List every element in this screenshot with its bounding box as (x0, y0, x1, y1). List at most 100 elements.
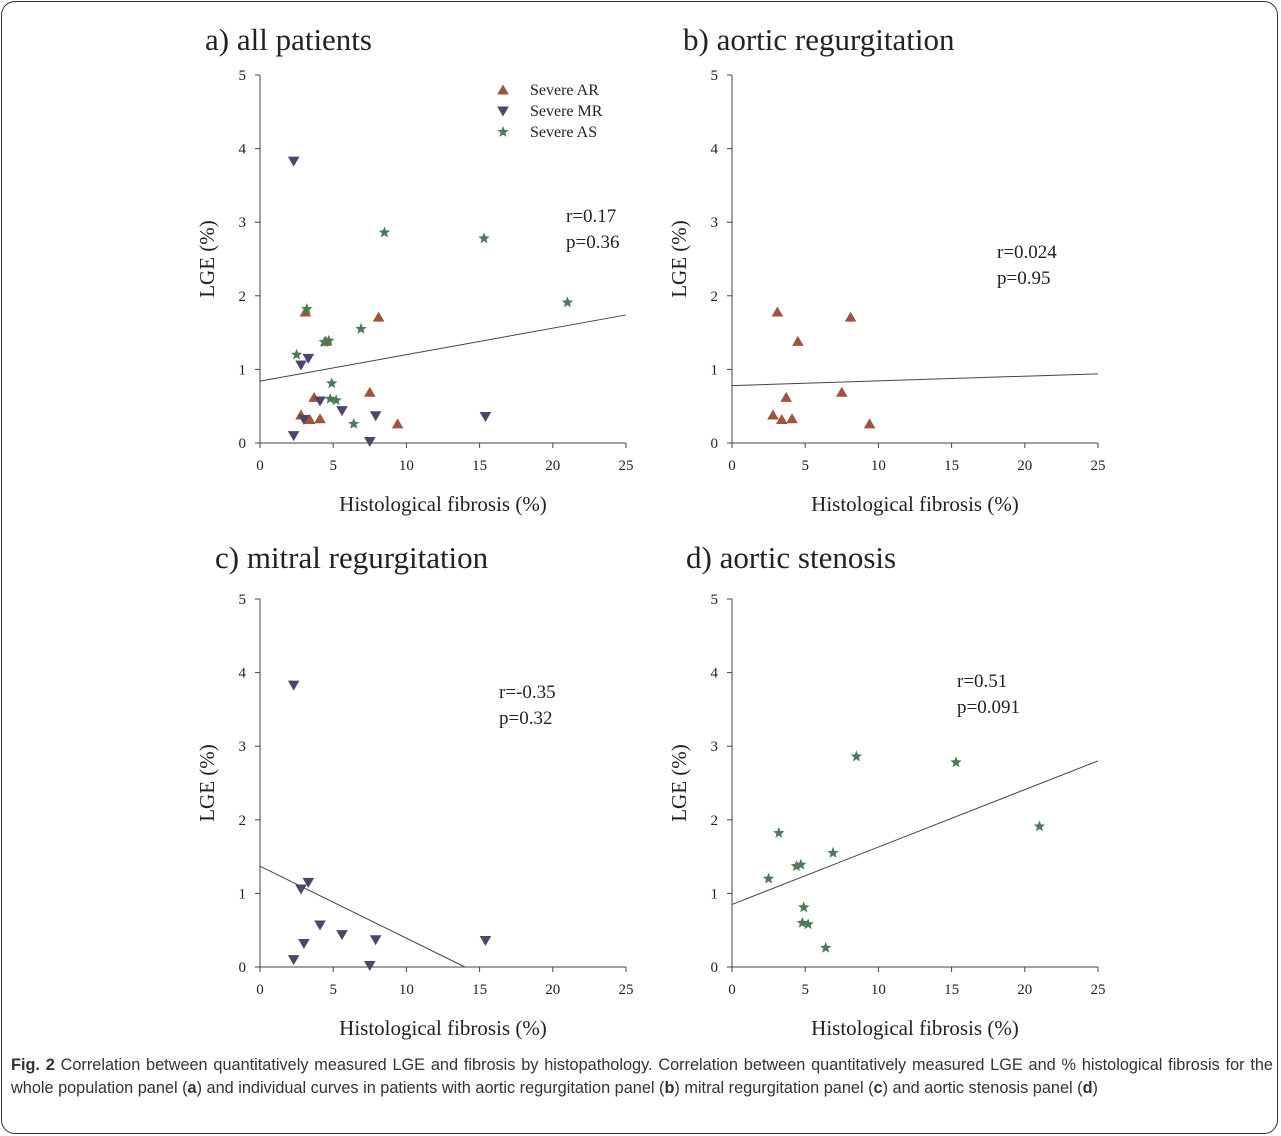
data-point (287, 680, 300, 691)
regression-line (731, 760, 1099, 905)
correlation-annotation: r=0.51 (957, 671, 1007, 692)
data-point (802, 918, 814, 930)
data-point (290, 348, 303, 360)
x-tick-label: 20 (1017, 458, 1032, 474)
x-tick-label: 25 (619, 458, 634, 474)
x-tick-label: 15 (944, 458, 959, 474)
x-tick-label: 25 (1091, 458, 1106, 474)
y-tick-label: 3 (239, 739, 247, 755)
x-tick-label: 20 (1017, 982, 1032, 998)
y-axis-label: LGE (%) (195, 220, 219, 298)
legend-marker (497, 106, 509, 117)
x-axis-label: Histological fibrosis (%) (339, 492, 547, 516)
correlation-annotation: p=0.091 (957, 697, 1020, 718)
data-point (326, 377, 338, 389)
data-point (780, 391, 792, 402)
caption-text-5: ) (1092, 1079, 1098, 1097)
correlation-annotation: p=0.95 (997, 268, 1050, 289)
legend-marker (497, 84, 509, 95)
x-axis-label: Histological fibrosis (%) (339, 1016, 547, 1040)
legend-label: Severe MR (530, 103, 603, 120)
data-point (950, 756, 962, 768)
x-tick-label: 20 (545, 458, 560, 474)
y-tick-label: 1 (239, 362, 247, 378)
x-tick-label: 25 (1091, 982, 1106, 998)
regression-line (731, 373, 1099, 387)
x-tick-label: 10 (399, 982, 414, 998)
x-tick-label: 0 (728, 458, 736, 474)
data-point (318, 336, 331, 348)
legend-label: Severe AS (530, 124, 597, 141)
y-tick-label: 0 (239, 960, 247, 976)
data-point (364, 386, 376, 397)
figure-caption: Fig. 2 Correlation between quantitativel… (11, 1054, 1273, 1100)
chart-title: b) aortic regurgitation (683, 22, 955, 57)
x-tick-label: 15 (472, 982, 487, 998)
data-point (792, 335, 804, 346)
data-point (287, 955, 300, 966)
chart-title: d) aortic stenosis (686, 540, 896, 575)
caption-text-4: ) and aortic stenosis panel ( (882, 1079, 1083, 1097)
caption-panel-c: c (873, 1079, 883, 1097)
correlation-annotation: r=0.024 (997, 242, 1057, 263)
data-point (303, 413, 316, 424)
data-point (790, 860, 803, 872)
y-tick-label: 5 (239, 592, 247, 608)
data-point (771, 306, 784, 317)
x-tick-label: 0 (256, 982, 264, 998)
data-point (287, 431, 300, 442)
x-tick-label: 10 (871, 458, 886, 474)
data-point (478, 232, 490, 244)
data-point (775, 413, 788, 424)
data-point (323, 334, 335, 346)
chart-title: c) mitral regurgitation (215, 540, 489, 575)
data-point (479, 936, 492, 947)
data-point (298, 938, 310, 949)
data-point (369, 935, 382, 946)
legend-marker (497, 126, 509, 137)
y-tick-label: 1 (711, 362, 719, 378)
data-point (836, 386, 848, 397)
y-tick-label: 5 (711, 68, 719, 84)
y-tick-label: 0 (239, 436, 247, 452)
data-point (1033, 820, 1046, 832)
data-point (314, 396, 326, 407)
regression-line (259, 865, 466, 968)
caption-panel-b: b (664, 1079, 675, 1097)
data-point (795, 858, 807, 870)
regression-line (259, 314, 627, 382)
x-tick-label: 10 (399, 458, 414, 474)
data-point (314, 920, 326, 931)
x-tick-label: 10 (871, 982, 886, 998)
y-tick-label: 0 (711, 960, 719, 976)
chart-panel-c: c) mitral regurgitation 0 5 10 15 20 25 0 1 2 3 4 5 H… (195, 540, 634, 1040)
chart-panel-d: d) aortic stenosis 0 5 10 15 20 25 0 1 2 3 4 5 Histol… (667, 540, 1106, 1040)
y-tick-label: 3 (711, 739, 719, 755)
data-point (287, 156, 300, 167)
data-point (364, 961, 376, 972)
y-tick-label: 0 (711, 436, 719, 452)
data-point (330, 394, 342, 406)
data-point (336, 930, 348, 941)
data-point (850, 750, 863, 762)
data-point (355, 322, 367, 334)
x-tick-label: 5 (801, 458, 809, 474)
data-point (314, 413, 326, 424)
data-point (302, 877, 315, 888)
y-tick-label: 3 (711, 215, 719, 231)
data-point (391, 418, 404, 429)
y-tick-label: 4 (239, 142, 247, 158)
y-axis-label: LGE (%) (195, 744, 219, 822)
data-point (762, 872, 775, 884)
x-tick-label: 0 (728, 982, 736, 998)
data-point (798, 901, 810, 913)
x-tick-label: 25 (619, 982, 634, 998)
caption-text-2: ) and individual curves in patients with… (196, 1079, 665, 1097)
y-tick-label: 1 (711, 886, 719, 902)
correlation-annotation: p=0.36 (566, 232, 619, 253)
y-axis-label: LGE (%) (667, 220, 691, 298)
caption-label: Fig. 2 (11, 1056, 55, 1074)
data-point (773, 827, 785, 838)
x-axis-label: Histological fibrosis (%) (811, 492, 1019, 516)
